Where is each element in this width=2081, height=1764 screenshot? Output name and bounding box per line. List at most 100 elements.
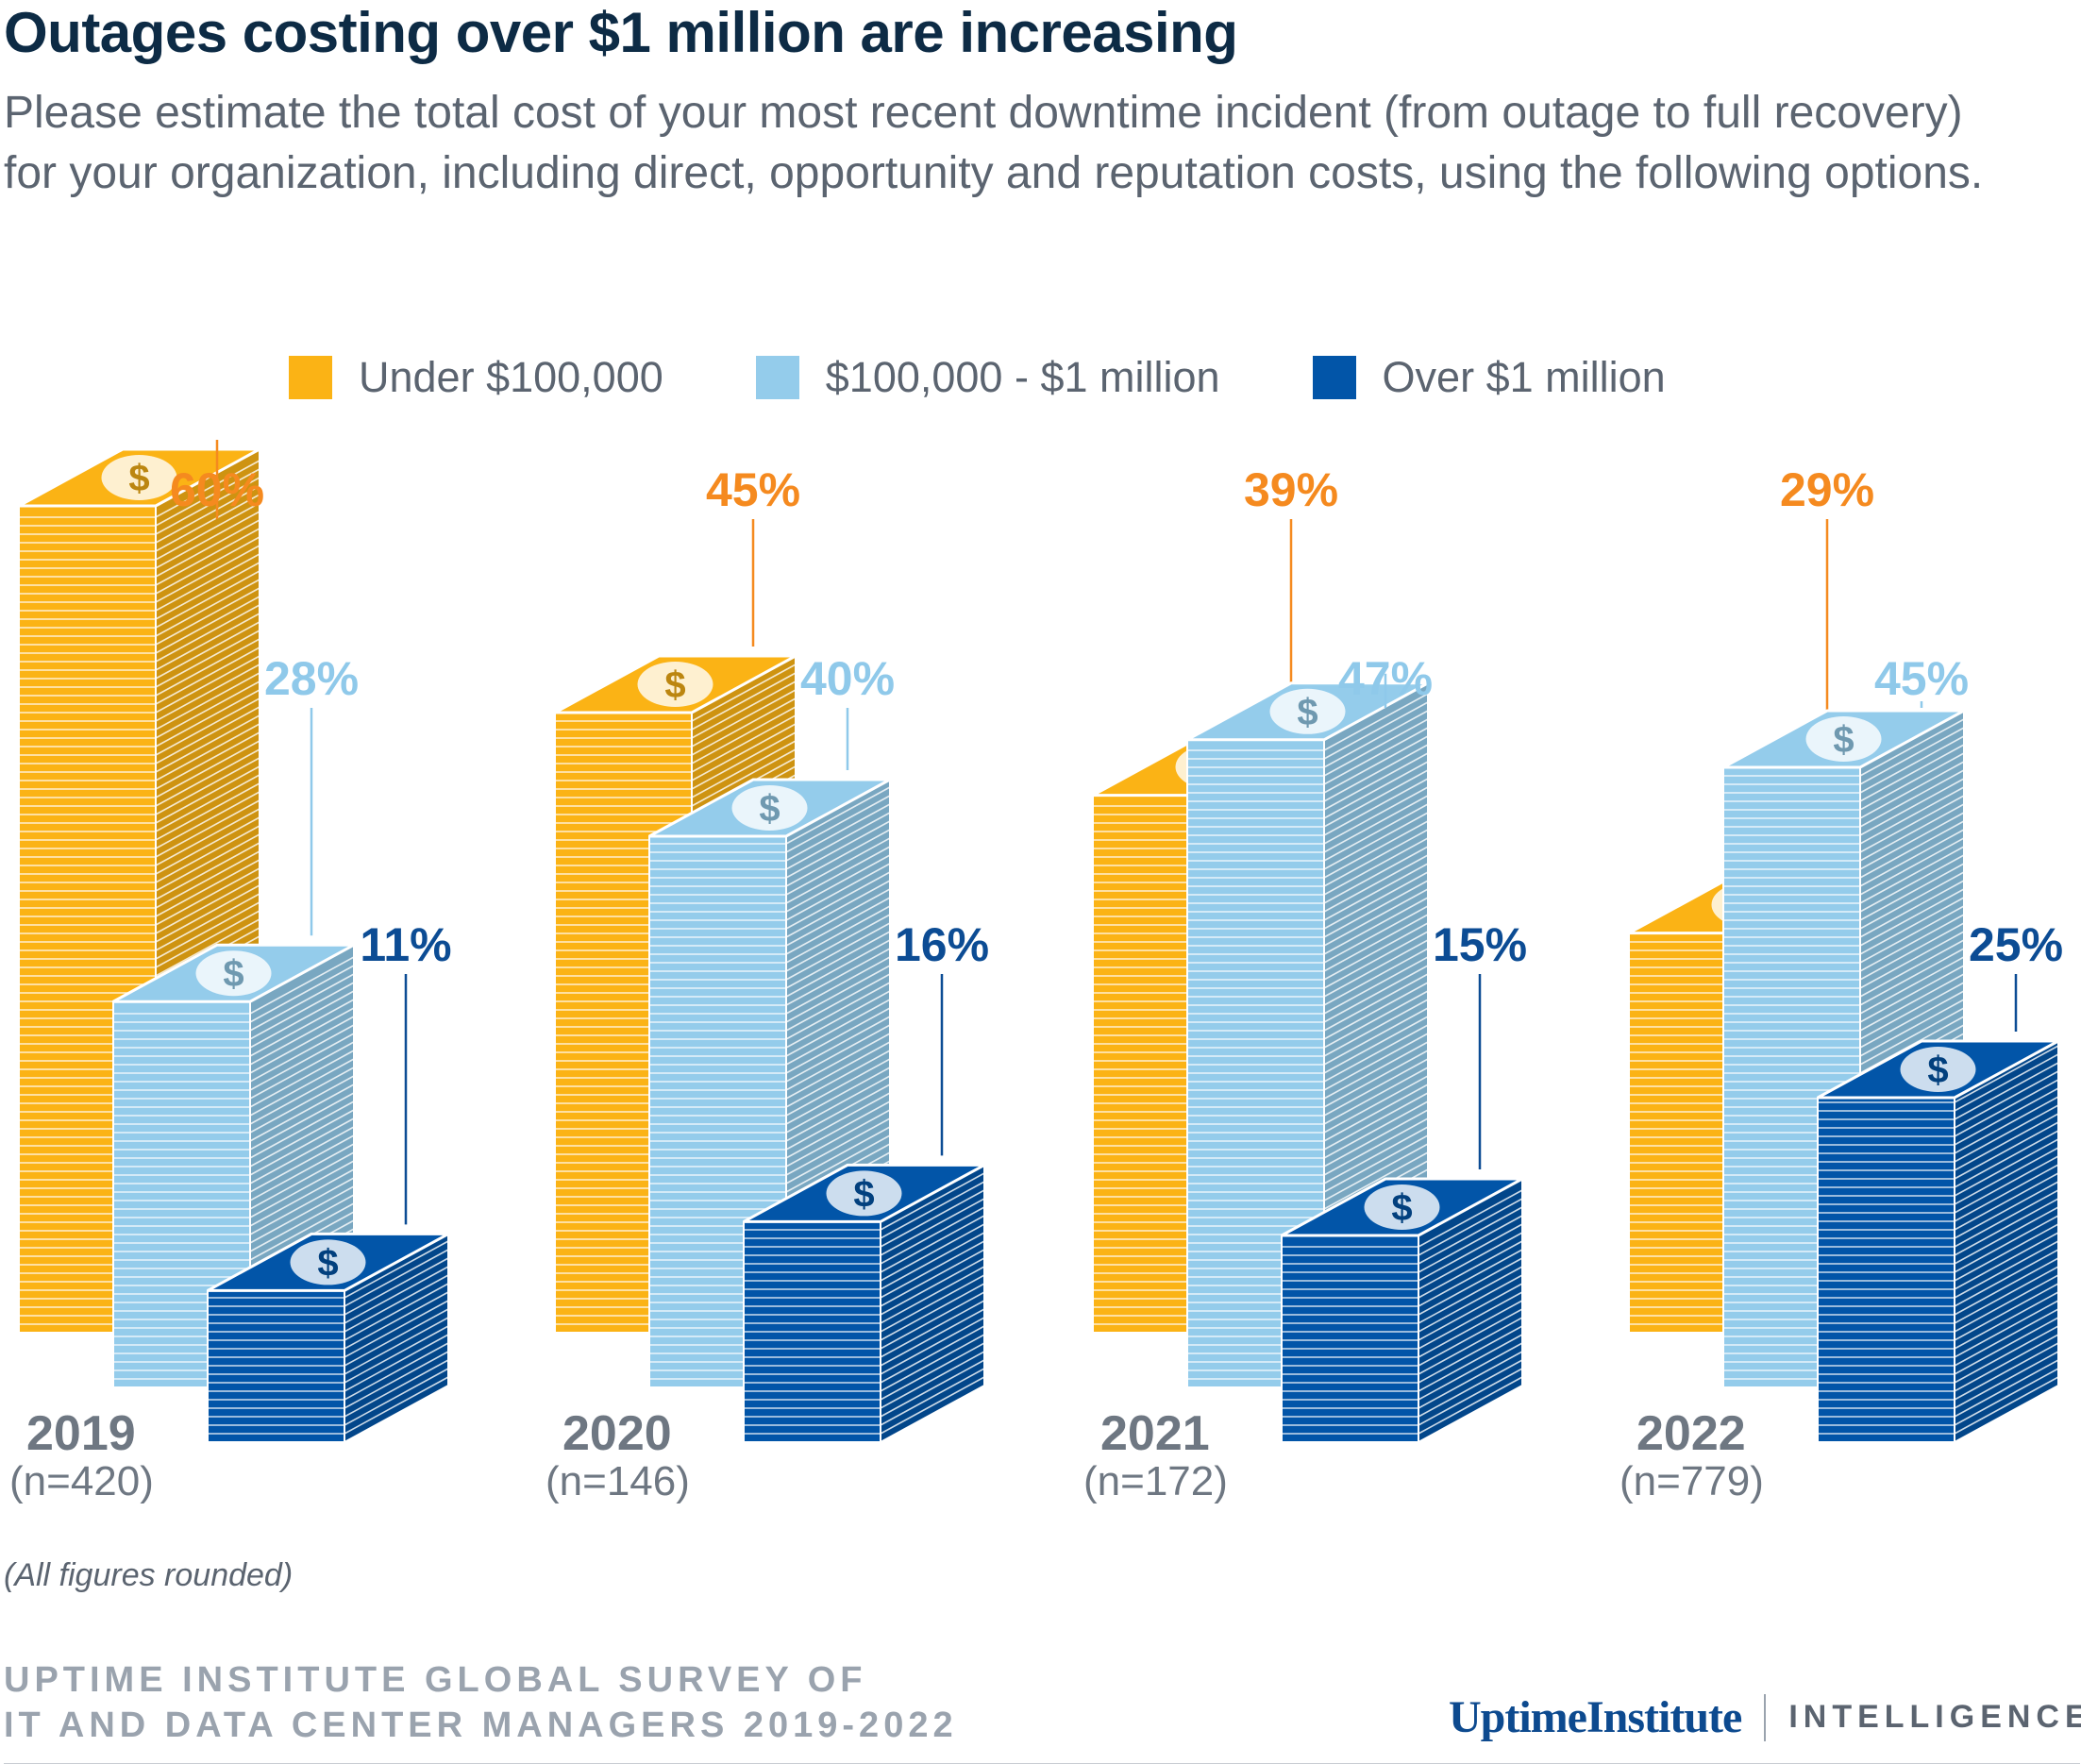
bill-stripe	[880, 1283, 985, 1341]
bill-stripe	[249, 956, 355, 1015]
bill-stripe	[1954, 1164, 2059, 1222]
bill-stripe	[1418, 1198, 1523, 1256]
bill-stripe	[1323, 880, 1429, 938]
bill-stripe	[1323, 829, 1429, 887]
bill-stripe	[155, 664, 260, 722]
bill-stripe	[344, 1317, 449, 1375]
bill-stripe	[880, 1172, 985, 1231]
bill-stripe	[1323, 956, 1429, 1015]
bill-stripe	[1859, 999, 1965, 1057]
value-label-over-2020: 16%	[895, 918, 989, 971]
bill-stripe	[249, 1185, 355, 1244]
bill-stripe	[1859, 727, 1965, 785]
bill-stripe	[155, 511, 260, 569]
bill-stripe	[785, 1117, 891, 1176]
bill-stripe	[1859, 982, 1965, 1040]
sample-size-2020: (n=146)	[545, 1458, 690, 1504]
bar-over-2021-stripes	[1282, 1189, 1523, 1435]
bill-stripe	[1859, 965, 1965, 1023]
dollar-sign-icon: $	[664, 664, 685, 706]
bill-stripe	[1323, 693, 1429, 751]
bill-stripe	[155, 604, 260, 663]
bill-stripe	[1954, 1113, 2059, 1171]
dollar-coin-icon	[195, 950, 272, 997]
bill-stripe	[785, 1075, 891, 1134]
bill-stripe	[1859, 939, 1965, 998]
bill-stripe	[249, 1058, 355, 1117]
bill-stripe	[1323, 973, 1429, 1032]
bill-stripe	[249, 1067, 355, 1125]
value-label-mid-2019: 28%	[264, 652, 359, 705]
bill-stripe	[1323, 854, 1429, 913]
bill-stripe	[1418, 1334, 1523, 1392]
bill-stripe	[155, 579, 260, 637]
bar-over-2021	[1281, 1235, 1419, 1443]
bill-stripe	[1954, 1087, 2059, 1146]
bill-stripe	[691, 664, 797, 722]
bill-stripe	[1323, 1143, 1429, 1201]
chart-subtitle: Please estimate the total cost of your m…	[4, 88, 1984, 198]
bill-stripe	[1954, 1291, 2059, 1350]
bill-stripe	[155, 808, 260, 866]
bill-stripe	[1418, 1308, 1523, 1367]
bill-stripe	[1954, 1325, 2059, 1384]
bill-stripe	[785, 939, 891, 998]
bill-stripe	[1323, 897, 1429, 955]
bill-stripe	[1323, 871, 1429, 930]
brand-logo: UptimeInstitute INTELLIGENCE	[1449, 1691, 2081, 1743]
bill-stripe	[1418, 1300, 1523, 1358]
bill-stripe	[785, 931, 891, 989]
bill-stripe	[785, 812, 891, 870]
dollar-sign-icon: $	[1297, 692, 1317, 733]
bill-stripe	[691, 740, 797, 798]
bill-stripe	[785, 914, 891, 972]
bill-stripe	[249, 1117, 355, 1176]
bill-stripe	[1954, 1147, 2059, 1205]
bill-stripe	[1954, 1274, 2059, 1333]
bill-stripe	[691, 748, 797, 807]
bill-stripe	[1323, 1126, 1429, 1184]
bill-stripe	[1954, 1308, 2059, 1367]
bill-stripe	[1323, 1058, 1429, 1117]
bill-stripe	[344, 1283, 449, 1341]
value-label-mid-2020: 40%	[800, 652, 895, 705]
bill-stripe	[1954, 1240, 2059, 1299]
bill-stripe	[691, 697, 797, 756]
bill-stripe	[1954, 1317, 2059, 1375]
bill-stripe	[344, 1325, 449, 1384]
dollar-sign-icon: $	[1927, 1050, 1948, 1091]
bill-stripe	[1323, 812, 1429, 870]
bill-stripe	[155, 553, 260, 612]
bill-stripe	[155, 672, 260, 731]
bill-stripe	[785, 1050, 891, 1108]
bill-stripe	[1323, 820, 1429, 879]
legend-item-mid: $100,000 - $1 million	[755, 353, 1220, 402]
bill-stripe	[880, 1198, 985, 1256]
bill-stripe	[1418, 1291, 1523, 1350]
bill-stripe	[880, 1232, 985, 1290]
bill-stripe	[1954, 1096, 2059, 1154]
bill-stripe	[1323, 1075, 1429, 1134]
bill-stripe	[249, 1160, 355, 1218]
bill-stripe	[249, 1194, 355, 1252]
dollar-coin-icon	[290, 1239, 366, 1285]
value-label-under-2020: 45%	[706, 463, 800, 516]
bill-stripe	[344, 1257, 449, 1316]
bill-stripe	[1418, 1274, 1523, 1333]
bill-stripe	[1323, 948, 1429, 1006]
bill-stripe	[1418, 1206, 1523, 1265]
bill-stripe	[249, 973, 355, 1032]
bill-stripe	[1859, 897, 1965, 955]
bill-stripe	[1859, 956, 1965, 1015]
bill-stripe	[880, 1376, 985, 1435]
bill-stripe	[785, 1033, 891, 1091]
dollar-coin-icon	[1900, 1047, 1976, 1092]
bill-stripe	[1859, 931, 1965, 989]
bill-stripe	[1323, 982, 1429, 1040]
bill-stripe	[1323, 803, 1429, 862]
bill-stripe	[249, 1151, 355, 1210]
bill-stripe	[785, 846, 891, 904]
bill-stripe	[691, 689, 797, 748]
bill-stripe	[880, 1215, 985, 1273]
sample-size-2019: (n=420)	[9, 1458, 154, 1504]
